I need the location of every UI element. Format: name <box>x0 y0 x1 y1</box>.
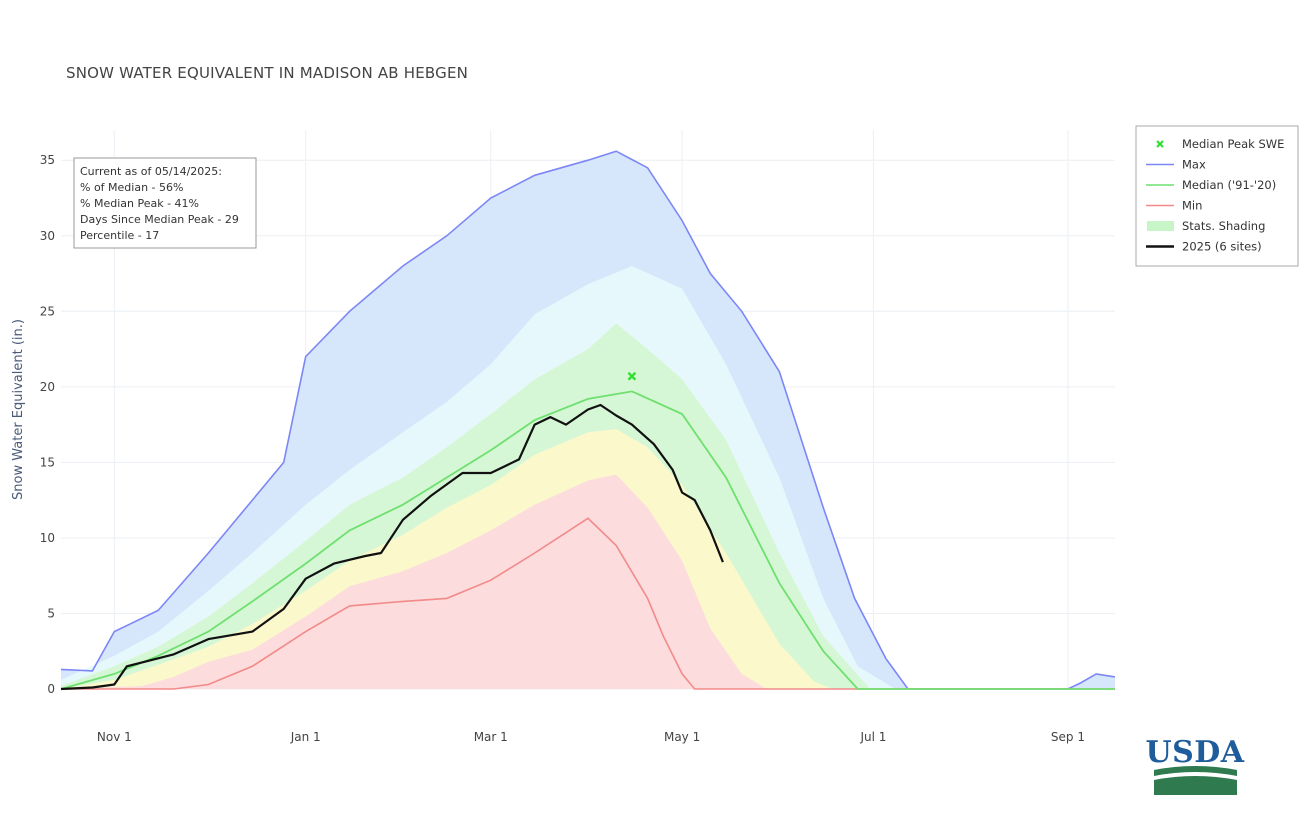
y-tick-label: 10 <box>40 531 55 545</box>
y-tick-label: 0 <box>47 682 55 696</box>
y-tick-label: 20 <box>40 380 55 394</box>
info-box-line: Days Since Median Peak - 29 <box>80 213 239 226</box>
legend: Median Peak SWE Max Median ('91-'20) Min Sta… <box>1135 125 1299 267</box>
x-tick-label: Mar 1 <box>474 730 508 744</box>
median-peak-marker <box>627 371 637 381</box>
x-tick-label: Sep 1 <box>1051 730 1085 744</box>
stats-shading <box>61 151 1115 689</box>
legend-label: Min <box>1182 199 1202 213</box>
info-box-line: Current as of 05/14/2025: <box>80 165 222 178</box>
info-box: Current as of 05/14/2025: % of Median - 5… <box>73 157 257 249</box>
x-tick-label: May 1 <box>664 730 700 744</box>
median-peak-x2 <box>627 371 637 381</box>
legend-label: Median Peak SWE <box>1182 137 1284 151</box>
y-tick-label: 35 <box>40 153 55 167</box>
usda-logo: USDA <box>1145 735 1244 795</box>
info-box-line: Percentile - 17 <box>80 229 159 242</box>
series-line-min <box>61 517 1115 690</box>
series-line-max <box>60 150 1116 690</box>
x-tick-label: Jan 1 <box>290 730 321 744</box>
y-tick-label: 25 <box>40 304 55 318</box>
y-axis: 0 5 10 15 20 25 30 35 Snow Water Equivalent (in.… <box>11 153 55 696</box>
series-line-2025 <box>60 403 724 691</box>
legend-swatch-fill <box>1147 221 1174 231</box>
usda-logo-text: USDA <box>1145 735 1244 770</box>
y-tick-label: 5 <box>47 606 55 620</box>
legend-swatch-marker <box>1156 140 1164 148</box>
x-axis: Nov 1 Jan 1 Mar 1 May 1 Jul 1 Sep 1 <box>97 730 1085 744</box>
legend-frame <box>1135 125 1299 267</box>
series-line-median <box>60 390 1115 690</box>
usda-logo-stripe <box>1154 766 1237 776</box>
legend-label: Median ('91-'20) <box>1182 178 1276 192</box>
x-tick-label: Jul 1 <box>859 730 886 744</box>
info-box-line: % Median Peak - 41% <box>80 197 199 210</box>
legend-label: Stats. Shading <box>1182 219 1265 233</box>
info-box-line: % of Median - 56% <box>80 181 183 194</box>
info-box-frame <box>73 157 257 249</box>
y-axis-label: Snow Water Equivalent (in.) <box>11 319 26 500</box>
x-tick-label: Nov 1 <box>97 730 132 744</box>
usda-logo-field <box>1154 776 1237 795</box>
band-p30 <box>61 474 1115 689</box>
chart-title: SNOW WATER EQUIVALENT IN MADISON AB HEBG… <box>66 64 469 82</box>
y-tick-label: 30 <box>40 229 55 243</box>
legend-label: 2025 (6 sites) <box>1182 240 1262 254</box>
y-tick-label: 15 <box>40 455 55 469</box>
legend-label: Max <box>1182 158 1206 172</box>
